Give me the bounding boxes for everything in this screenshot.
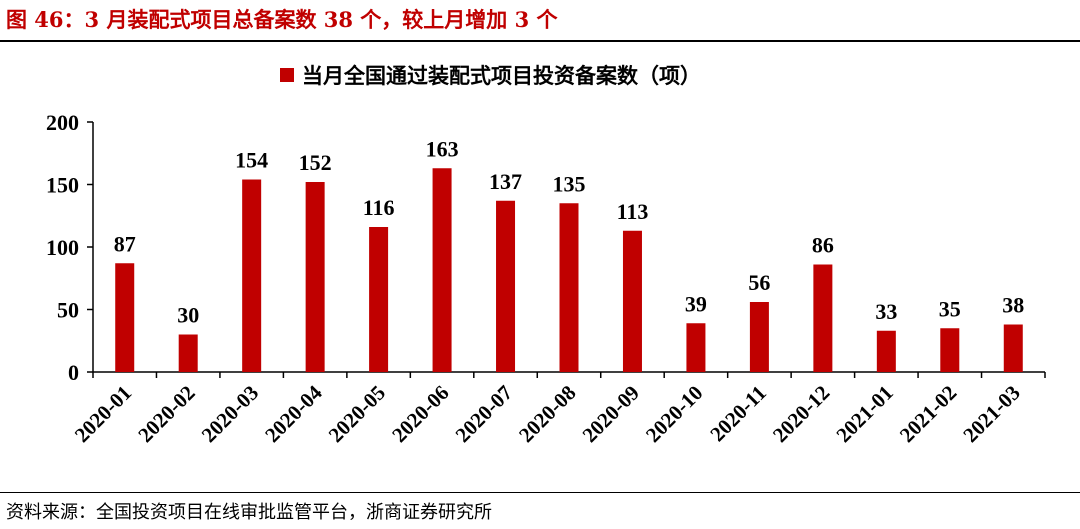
bar-2020-07 [496,200,516,372]
x-tick-label: 2020-04 [260,380,327,447]
x-tick-label: 2021-01 [831,381,897,447]
data-label-2020-02: 30 [177,303,199,328]
bar-2020-03 [242,179,262,372]
bar-2020-08 [559,203,579,372]
x-axis: 2020-012020-022020-032020-042020-052020-… [70,371,1046,447]
x-tick-label: 2020-06 [387,381,453,447]
data-label-2020-08: 135 [553,171,586,196]
legend-swatch [280,68,294,82]
bar-2020-11 [749,302,769,372]
data-label-2020-10: 39 [685,291,707,316]
data-label-2020-04: 152 [299,150,332,175]
y-tick-label: 150 [46,173,79,198]
x-tick-label: 2020-02 [133,381,199,447]
data-label-2020-03: 154 [235,148,268,173]
x-tick-label: 2020-07 [451,381,517,447]
data-label-2020-09: 113 [617,199,649,224]
bar-2020-12 [813,264,833,372]
y-tick-label: 200 [46,110,79,135]
bar-2021-02 [940,328,960,372]
y-axis: 0 50 100 150 200 [46,110,94,385]
data-label-2021-03: 38 [1002,293,1024,318]
y-tick-label: 50 [57,298,79,323]
bar-2021-03 [1003,324,1023,372]
x-tick-label: 2020-01 [70,381,136,447]
x-tick-label: 2020-08 [514,381,580,447]
x-tick-label: 2020-09 [578,381,644,447]
data-label-2020-11: 56 [748,270,770,295]
data-labels: 87 30 154 152 116 163 137 135 113 39 56 86 33 35 38 [114,136,1025,327]
data-label-2020-07: 137 [489,169,522,194]
x-tick-label: 2020-05 [324,381,390,447]
x-tick-label: 2020-03 [197,381,263,447]
data-label-2021-02: 35 [939,296,961,321]
y-tick-label: 100 [46,235,79,260]
legend-label: 当月全国通过装配式项目投资备案数（项） [302,63,701,88]
figure-title: 图 46：3 月装配式项目总备案数 38 个，较上月增加 3 个 [6,7,558,32]
y-tick-label: 0 [68,360,79,385]
data-label-2020-12: 86 [812,233,834,258]
x-tick-label: 2021-02 [895,381,961,447]
source-note: 资料来源：全国投资项目在线审批监管平台，浙商证券研究所 [6,502,492,523]
x-tick-label: 2020-11 [705,381,771,447]
x-tick-label: 2020-12 [768,381,834,447]
bar-2020-02 [178,334,198,372]
bars [115,168,1023,372]
x-tick-label: 2020-10 [641,381,707,447]
top-divider [0,40,1080,42]
data-label-2020-05: 116 [363,195,395,220]
bar-2020-01 [115,263,135,372]
bottom-divider [0,492,1080,493]
bar-2021-01 [876,330,896,372]
bar-chart: 当月全国通过装配式项目投资备案数（项） 0 50 100 150 200 2020-01… [46,63,1046,447]
x-tick-label: 2021-03 [958,381,1024,447]
bar-2020-05 [369,227,389,372]
bar-2020-04 [305,182,325,372]
data-label-2020-06: 163 [426,136,459,161]
bar-2020-09 [622,230,642,372]
bar-2020-06 [432,168,452,372]
chart-legend: 当月全国通过装配式项目投资备案数（项） [280,63,701,88]
data-label-2020-01: 87 [114,231,136,256]
bar-2020-10 [686,323,706,372]
data-label-2021-01: 33 [875,299,897,324]
